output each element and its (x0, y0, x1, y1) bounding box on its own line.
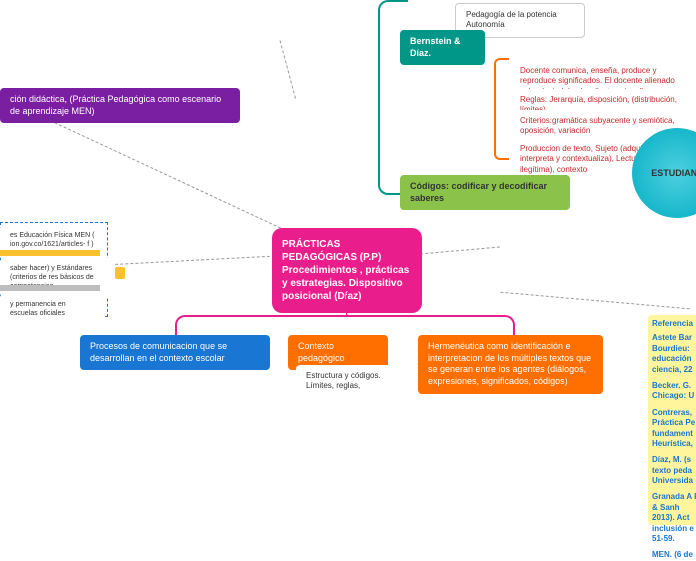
ref-4: Díaz, M. (s texto peda Universida (652, 455, 696, 486)
estructura-note: Estructura y códigos. Límites, reglas, (296, 365, 411, 398)
pedagogia-text: Pedagogía de la potencia Autonomía (466, 10, 557, 29)
left-text-3-content: y permanencia en escuelas oficiales (10, 301, 66, 317)
didactica-label: ción didáctica, (Práctica Pedagógica com… (10, 94, 221, 116)
hermeneutica-node[interactable]: Hermenéutica como identificación e inter… (418, 335, 603, 394)
bernstein-label: Bernstein & Díaz. (410, 36, 461, 58)
center-connector (346, 295, 347, 315)
procesos-node[interactable]: Procesos de comunicacion que se desarrol… (80, 335, 270, 370)
bernstein-node[interactable]: Bernstein & Díaz. (400, 30, 485, 65)
connector-line (420, 247, 500, 255)
estructura-text: Estructura y códigos. Límites, reglas, (306, 371, 381, 390)
gray-bar-1 (0, 285, 100, 291)
center-title: PRÁCTICAS PEDAGÓGICAS (P.P) Procedimient… (282, 239, 409, 302)
ref-6: MEN. (6 de (652, 550, 696, 560)
left-text-2: saber hacer) y Estándares (criterios de … (0, 258, 115, 297)
connector-line (500, 292, 689, 310)
references-panel: Referencia Astete Bar Bourdieu: educació… (648, 315, 696, 525)
center-node[interactable]: PRÁCTICAS PEDAGÓGICAS (P.P) Procedimient… (272, 228, 422, 313)
contexto-label: Contexto pedagógico (298, 341, 345, 363)
left-text-3: y permanencia en escuelas oficiales (0, 294, 105, 324)
left-text-1-content: es Educación Física MEN ( ion.gov.co/162… (10, 232, 94, 248)
ref-3: Contreras, Práctica Pe fundament Heuríst… (652, 408, 696, 450)
connector-line (280, 40, 296, 98)
shield-icon (115, 267, 125, 279)
orange-bracket (494, 58, 509, 160)
codigos-node[interactable]: Códigos: codificar y decodificar saberes (400, 175, 570, 210)
codigos-label: Códigos: codificar y decodificar saberes (410, 181, 547, 203)
ref-2: Becker. G. Chicago: U (652, 381, 696, 402)
hermeneutica-label: Hermenéutica como identificación e inter… (428, 341, 591, 386)
connector-line (110, 256, 270, 265)
criterios-text: Criterios:gramática subyacente y semióti… (520, 116, 675, 135)
ref-5: Granada A P., & Sanh 2013). Act inclusió… (652, 492, 696, 544)
ref-title: Referencia (652, 319, 696, 329)
procesos-label: Procesos de comunicacion que se desarrol… (90, 341, 227, 363)
estudiante-label: ESTUDIANT (651, 168, 696, 178)
ref-1: Astete Bar Bourdieu: educación ciencia, … (652, 333, 696, 375)
didactica-node[interactable]: ción didáctica, (Práctica Pedagógica com… (0, 88, 240, 123)
yellow-bar-1 (0, 250, 100, 256)
